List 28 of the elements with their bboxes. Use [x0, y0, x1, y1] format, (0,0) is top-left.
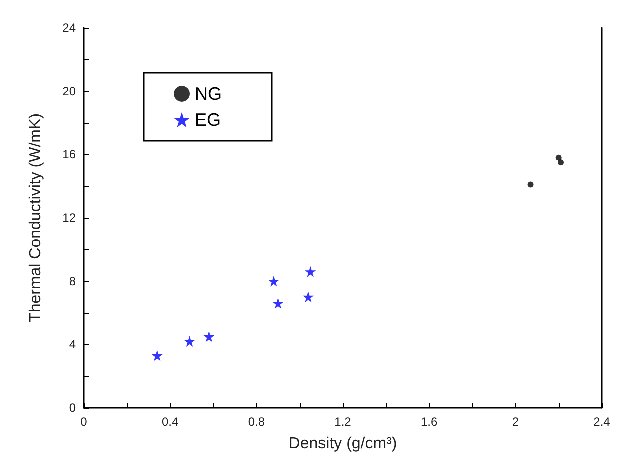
- x-tick-label: 1.2: [334, 415, 352, 429]
- point: [204, 331, 215, 342]
- point: [302, 292, 314, 303]
- y-tick-label: 20: [62, 84, 76, 98]
- y-tick-label: 0: [69, 401, 76, 415]
- point: [184, 336, 196, 347]
- y-axis-title: Thermal Conductivity (W/mK): [28, 114, 44, 322]
- point: [268, 276, 280, 287]
- x-tick-label: 0.4: [162, 415, 179, 429]
- legend-label: NG: [195, 84, 222, 104]
- x-tick-label: 0.8: [248, 415, 266, 429]
- x-tick-label: 2: [512, 415, 520, 429]
- point: [272, 298, 284, 309]
- x-tick-label: 1.6: [420, 415, 438, 429]
- y-tick-label: 4: [69, 338, 76, 352]
- x-axis-title: Density (g/cm³): [288, 436, 398, 452]
- point: [556, 154, 562, 161]
- y-tick-label: 8: [69, 274, 76, 288]
- point: [558, 160, 564, 166]
- point: [305, 266, 316, 278]
- y-tick-label: 24: [62, 21, 76, 35]
- point: [528, 182, 534, 188]
- point: [152, 350, 163, 362]
- y-tick-label: 12: [62, 211, 76, 225]
- x-tick-label: 2.4: [594, 415, 611, 429]
- legend-label: EG: [195, 110, 222, 130]
- x-tick-label: 0: [80, 415, 88, 429]
- y-tick-label: 16: [62, 148, 76, 162]
